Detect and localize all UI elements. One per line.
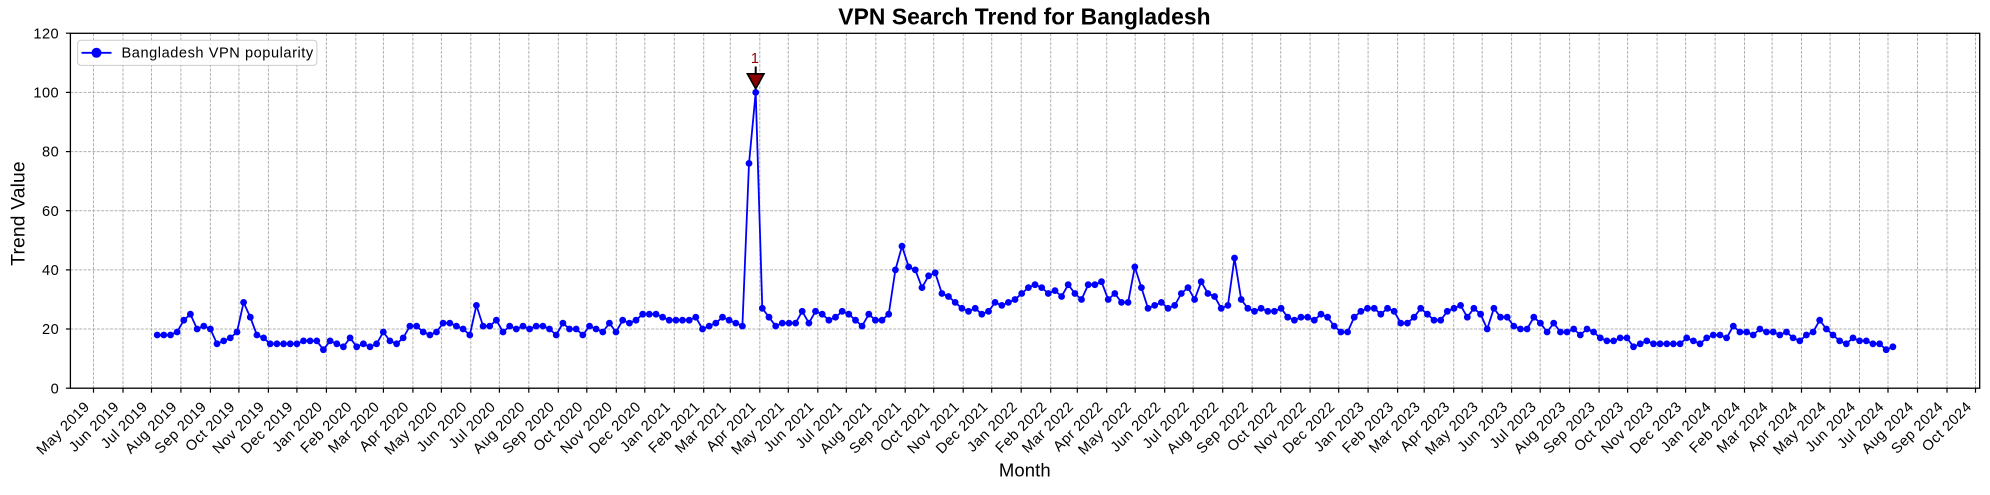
svg-text:Trend Value: Trend Value [9, 161, 30, 266]
svg-text:80: 80 [42, 145, 59, 161]
svg-text:VPN Search Trend for Banglades: VPN Search Trend for Bangladesh [838, 4, 1210, 30]
svg-text:Bangladesh VPN popularity: Bangladesh VPN popularity [122, 46, 314, 62]
svg-text:0: 0 [51, 381, 60, 397]
svg-text:100: 100 [33, 86, 59, 102]
svg-text:20: 20 [42, 322, 59, 338]
svg-text:40: 40 [42, 263, 59, 279]
svg-text:Month: Month [999, 460, 1051, 481]
svg-text:60: 60 [42, 204, 59, 220]
svg-text:120: 120 [33, 26, 59, 42]
svg-text:1: 1 [751, 51, 759, 67]
